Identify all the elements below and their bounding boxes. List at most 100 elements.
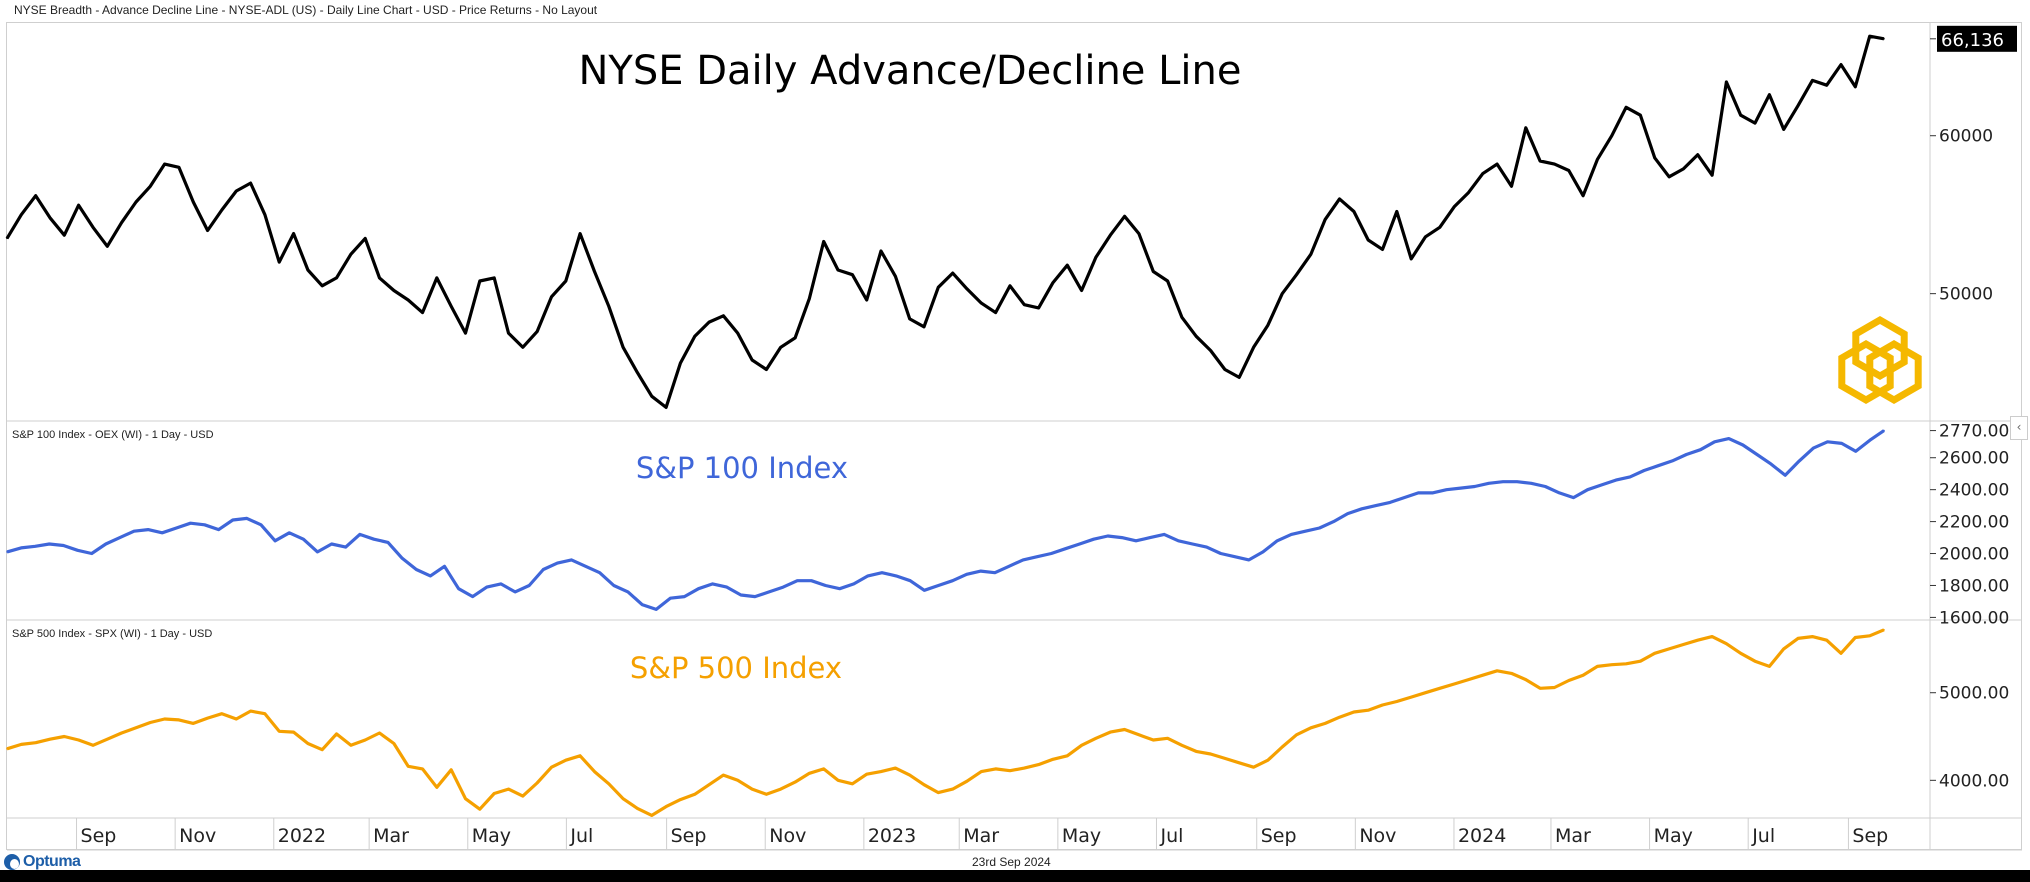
data-point: [507, 788, 510, 790]
data-point: [1152, 270, 1155, 273]
panel-title: S&P 500 Index: [630, 651, 842, 685]
data-point: [1639, 660, 1642, 662]
data-point: [1668, 648, 1670, 650]
data-point: [1152, 739, 1155, 741]
data-point: [149, 185, 152, 188]
data-point: [1629, 476, 1631, 478]
data-point: [570, 559, 573, 561]
data-point: [350, 744, 352, 747]
data-point: [436, 786, 438, 789]
data-point: [1332, 520, 1335, 523]
data-point: [221, 712, 223, 715]
y-tick-label: 60000: [1939, 127, 1993, 147]
data-point: [808, 772, 811, 775]
data-point: [1544, 485, 1547, 488]
data-point: [708, 783, 710, 786]
data-point: [232, 519, 234, 521]
collapse-panel-button[interactable]: ‹: [2010, 416, 2028, 440]
data-point: [1037, 763, 1040, 766]
data-point: [937, 286, 940, 289]
data-point: [335, 277, 338, 279]
x-tick-label: May: [1654, 825, 1693, 847]
x-tick-label: Jul: [569, 825, 593, 847]
data-point: [579, 754, 581, 757]
data-point: [1811, 79, 1814, 82]
data-point: [1304, 530, 1307, 532]
data-point: [965, 573, 968, 576]
data-point: [1353, 210, 1355, 213]
data-point: [49, 738, 51, 740]
chart-header-title: NYSE Breadth - Advance Decline Line - NY…: [14, 3, 598, 17]
data-point: [20, 547, 22, 549]
data-point: [1725, 642, 1728, 645]
data-point: [407, 765, 409, 768]
data-point: [1209, 349, 1212, 352]
data-point: [235, 190, 238, 192]
data-point: [221, 209, 223, 211]
data-point: [1685, 453, 1688, 456]
data-point: [1008, 565, 1010, 568]
y-tick-label: 2600.00: [1939, 449, 2009, 469]
data-point: [881, 571, 883, 574]
data-point: [1524, 678, 1527, 681]
data-point: [711, 583, 714, 585]
data-point: [1567, 679, 1570, 682]
data-point: [1195, 335, 1198, 338]
data-point: [1080, 744, 1083, 747]
data-point: [6, 747, 8, 750]
data-point: [679, 798, 682, 801]
data-point: [607, 305, 610, 308]
data-point: [92, 226, 94, 229]
data-point: [908, 774, 911, 776]
data-point: [895, 575, 897, 577]
data-point: [794, 337, 796, 339]
data-point: [1209, 753, 1212, 755]
data-point: [598, 571, 601, 574]
data-point: [1290, 533, 1293, 536]
footer-date: 23rd Sep 2024: [972, 855, 1051, 869]
data-point: [321, 284, 324, 287]
data-point: [135, 726, 137, 729]
data-point: [794, 781, 796, 783]
data-point: [693, 793, 696, 796]
y-tick-label: 1800.00: [1939, 576, 2009, 596]
data-point: [321, 748, 324, 751]
data-point: [1092, 538, 1095, 540]
data-point: [768, 591, 770, 593]
data-point: [507, 332, 510, 334]
data-point: [401, 557, 403, 560]
data-point: [1403, 496, 1405, 499]
data-point: [1396, 210, 1398, 213]
data-point: [493, 277, 495, 279]
data-point: [1840, 442, 1843, 445]
data-point: [249, 710, 252, 712]
data-point: [966, 288, 968, 290]
data-point: [1375, 504, 1377, 507]
data-point: [1883, 38, 1885, 40]
data-point: [822, 240, 825, 243]
data-point: [1224, 368, 1226, 371]
watermark-logo-icon: [1866, 339, 1922, 405]
data-point: [1439, 687, 1441, 690]
data-point: [1445, 488, 1448, 491]
data-point: [364, 739, 367, 741]
data-point: [1396, 700, 1398, 703]
data-point: [1123, 215, 1126, 218]
data-point: [665, 805, 667, 808]
data-point: [655, 608, 657, 611]
data-point: [1854, 85, 1857, 88]
data-point: [436, 277, 438, 279]
data-point: [1036, 555, 1039, 558]
x-tick-label: Nov: [1359, 825, 1396, 847]
panel-series-label: S&P 500 Index - SPX (WI) - 1 Day - USD: [12, 628, 212, 640]
optuma-logo-icon: [4, 854, 20, 870]
optuma-logo-text: Optuma: [23, 853, 81, 870]
y-tick-label: 2200.00: [1939, 513, 2009, 533]
data-point: [683, 595, 686, 598]
data-point: [1739, 114, 1742, 116]
data-point: [822, 768, 825, 770]
data-point: [1219, 552, 1222, 555]
data-point: [550, 766, 553, 768]
data-point: [1473, 485, 1476, 488]
